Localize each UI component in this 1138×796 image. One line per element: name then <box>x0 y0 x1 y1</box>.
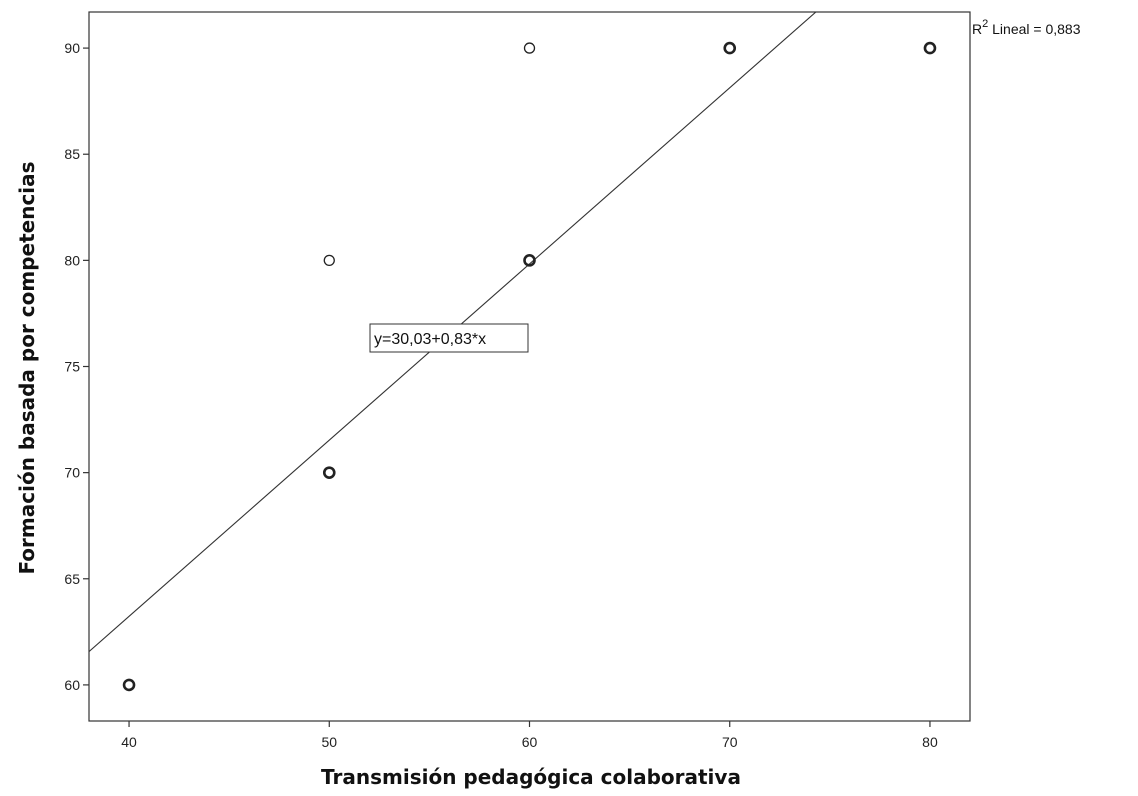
data-point <box>523 42 536 54</box>
y-tick-label: 60 <box>64 677 80 693</box>
equation-label: y=30,03+0,83*x <box>374 331 486 348</box>
x-tick-label: 50 <box>321 734 337 750</box>
x-axis-ticks: 40 50 60 70 80 <box>121 721 938 750</box>
y-axis-title: Formación basada por competencias <box>15 161 39 574</box>
equation-annotation: y=30,03+0,83*x <box>369 323 529 353</box>
data-point <box>122 678 136 692</box>
data-point <box>923 41 937 55</box>
y-tick-label: 65 <box>64 571 80 587</box>
y-axis-ticks: 60 65 70 75 80 85 90 <box>64 40 89 693</box>
data-point <box>723 41 737 55</box>
y-tick-label: 85 <box>64 146 80 162</box>
x-tick-label: 80 <box>922 734 938 750</box>
data-point <box>523 254 536 267</box>
y-tick-label: 70 <box>64 465 80 481</box>
data-points <box>122 41 937 692</box>
plot-area <box>88 11 971 722</box>
fit-line-layer <box>89 12 817 652</box>
data-point <box>323 254 335 267</box>
plot-frame <box>88 11 971 722</box>
x-axis-title: Transmisión pedagógica colaborativa <box>321 765 741 789</box>
fit-line <box>89 12 817 652</box>
x-tick-label: 40 <box>121 734 137 750</box>
data-point <box>322 466 336 479</box>
r2-label: R2 Lineal = 0,883 <box>972 18 1081 37</box>
equation-box <box>369 323 529 353</box>
y-tick-label: 80 <box>64 252 80 268</box>
y-tick-label: 90 <box>64 40 80 56</box>
x-tick-label: 70 <box>722 734 738 750</box>
y-tick-label: 75 <box>64 359 80 375</box>
x-tick-label: 60 <box>522 734 538 750</box>
